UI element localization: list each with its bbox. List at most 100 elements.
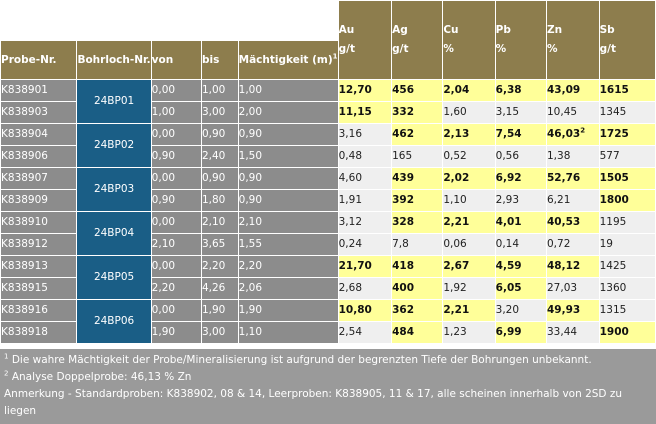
ag-value-cell: 456 bbox=[391, 79, 444, 102]
maechtigkeit-cell: 1,90 bbox=[237, 299, 339, 322]
zn-value-cell: 6,21 bbox=[546, 189, 600, 212]
maechtigkeit-cell: 1,55 bbox=[237, 233, 339, 256]
pb-value-cell: 6,38 bbox=[494, 79, 548, 102]
zn-value-cell: 27,03 bbox=[546, 277, 600, 300]
ag-value-cell: 332 bbox=[391, 101, 444, 124]
von-cell: 1,00 bbox=[150, 101, 202, 124]
table-row: K838901 24BP01 0,00 1,00 1,00 12,70 456 2,04 6,3… bbox=[0, 79, 656, 124]
cu-value-cell: 2,02 bbox=[442, 167, 496, 190]
zn-value-cell: 40,53 bbox=[546, 211, 600, 234]
maechtigkeit-cell: 0,90 bbox=[237, 167, 339, 190]
header-von: von bbox=[150, 40, 202, 80]
sb-value-cell: 1615 bbox=[598, 79, 656, 102]
header-cu: Cu% bbox=[442, 0, 496, 80]
footnote-remark: Anmerkung - Standardproben: K838902, 08 … bbox=[4, 388, 623, 417]
header-au: Au g/t bbox=[337, 0, 393, 80]
header-sb: Sb g/t bbox=[598, 0, 656, 80]
au-value-cell: 4,60 bbox=[337, 167, 393, 190]
bohrloch-cell: 24BP02 bbox=[76, 123, 152, 168]
cu-value-cell: 1,10 bbox=[442, 189, 496, 212]
sb-value-cell: 1195 bbox=[598, 211, 656, 234]
table-row: K838918 1,90 3,00 1,10 2,54 484 1,23 6,99 33,44 1… bbox=[0, 321, 656, 344]
bis-cell: 1,80 bbox=[200, 189, 239, 212]
pb-value-cell: 2,93 bbox=[494, 189, 548, 212]
probe-nr-cell: K838904 bbox=[0, 123, 78, 146]
au-value-cell: 21,70 bbox=[337, 255, 393, 278]
bis-cell: 3,00 bbox=[200, 101, 239, 124]
bis-cell: 2,10 bbox=[200, 211, 239, 234]
ag-value-cell: 439 bbox=[391, 167, 444, 190]
bis-cell: 0,90 bbox=[200, 167, 239, 190]
probe-nr-cell: K838913 bbox=[0, 255, 78, 278]
bis-cell: 1,90 bbox=[200, 299, 239, 322]
au-value-cell: 0,48 bbox=[337, 145, 393, 168]
probe-nr-cell: K838903 bbox=[0, 101, 78, 124]
probe-nr-cell: K838916 bbox=[0, 299, 78, 322]
von-cell: 0,00 bbox=[150, 255, 202, 278]
bohrloch-cell: 24BP03 bbox=[76, 167, 152, 212]
sb-value-cell: 1725 bbox=[598, 123, 656, 146]
bis-cell: 2,40 bbox=[200, 145, 239, 168]
von-cell: 0,00 bbox=[150, 123, 202, 146]
zn-value-cell: 48,12 bbox=[546, 255, 600, 278]
maechtigkeit-cell: 1,10 bbox=[237, 321, 339, 344]
header-bis: bis bbox=[200, 40, 239, 80]
zn-value-cell: 52,76 bbox=[546, 167, 600, 190]
cu-value-cell: 1,23 bbox=[442, 321, 496, 344]
bis-cell: 3,65 bbox=[200, 233, 239, 256]
au-value-cell: 3,12 bbox=[337, 211, 393, 234]
maechtigkeit-cell: 2,20 bbox=[237, 255, 339, 278]
pb-value-cell: 4,01 bbox=[494, 211, 548, 234]
cu-value-cell: 0,52 bbox=[442, 145, 496, 168]
bis-cell: 4,26 bbox=[200, 277, 239, 300]
sb-value-cell: 1360 bbox=[598, 277, 656, 300]
maechtigkeit-cell: 1,00 bbox=[237, 79, 339, 102]
probe-nr-cell: K838907 bbox=[0, 167, 78, 190]
au-value-cell: 2,68 bbox=[337, 277, 393, 300]
header-pb: Pb% bbox=[494, 0, 548, 80]
cu-value-cell: 2,13 bbox=[442, 123, 496, 146]
pb-value-cell: 6,99 bbox=[494, 321, 548, 344]
au-value-cell: 0,24 bbox=[337, 233, 393, 256]
table-row: K838912 2,10 3,65 1,55 0,24 7,8 0,06 0,14 0,72 19 bbox=[0, 233, 656, 256]
bohrloch-cell: 24BP04 bbox=[76, 211, 152, 256]
table-row: K838909 0,90 1,80 0,90 1,91 392 1,10 2,93 6,21 18… bbox=[0, 189, 656, 212]
pb-value-cell: 3,15 bbox=[494, 101, 548, 124]
maechtigkeit-cell: 0,90 bbox=[237, 123, 339, 146]
pb-value-cell: 6,05 bbox=[494, 277, 548, 300]
maechtigkeit-cell: 0,90 bbox=[237, 189, 339, 212]
cu-value-cell: 2,21 bbox=[442, 299, 496, 322]
probe-nr-cell: K838906 bbox=[0, 145, 78, 168]
header-maechtigkeit: Mächtigkeit (m)1 bbox=[237, 40, 339, 80]
ag-value-cell: 392 bbox=[391, 189, 444, 212]
pb-value-cell: 0,14 bbox=[494, 233, 548, 256]
sb-value-cell: 1425 bbox=[598, 255, 656, 278]
table-row: K838906 0,90 2,40 1,50 0,48 165 0,52 0,56 1,38 57… bbox=[0, 145, 656, 168]
bis-cell: 3,00 bbox=[200, 321, 239, 344]
zn-value-cell: 10,45 bbox=[546, 101, 600, 124]
table-row: K838916 24BP06 0,00 1,90 1,90 10,80 362 2,21 3,2… bbox=[0, 299, 656, 344]
ag-value-cell: 418 bbox=[391, 255, 444, 278]
pb-value-cell: 0,56 bbox=[494, 145, 548, 168]
bohrloch-cell: 24BP06 bbox=[76, 299, 152, 344]
footnote-1: 1 Die wahre Mächtigkeit der Probe/Minera… bbox=[4, 352, 592, 366]
sb-value-cell: 577 bbox=[598, 145, 656, 168]
zn-value-cell: 46,032 bbox=[546, 123, 600, 146]
probe-nr-cell: K838912 bbox=[0, 233, 78, 256]
probe-nr-cell: K838915 bbox=[0, 277, 78, 300]
von-cell: 0,00 bbox=[150, 79, 202, 102]
header-probe: Probe-Nr. bbox=[0, 40, 78, 80]
zn-value-cell: 49,93 bbox=[546, 299, 600, 322]
sb-value-cell: 1505 bbox=[598, 167, 656, 190]
ag-value-cell: 7,8 bbox=[391, 233, 444, 256]
pb-value-cell: 7,54 bbox=[494, 123, 548, 146]
von-cell: 0,00 bbox=[150, 167, 202, 190]
au-value-cell: 2,54 bbox=[337, 321, 393, 344]
pb-value-cell: 6,92 bbox=[494, 167, 548, 190]
footnote-2: 2 Analyse Doppelprobe: 46,13 % Zn bbox=[4, 369, 192, 383]
von-cell: 1,90 bbox=[150, 321, 202, 344]
von-cell: 0,90 bbox=[150, 145, 202, 168]
cu-value-cell: 2,21 bbox=[442, 211, 496, 234]
maechtigkeit-cell: 1,50 bbox=[237, 145, 339, 168]
